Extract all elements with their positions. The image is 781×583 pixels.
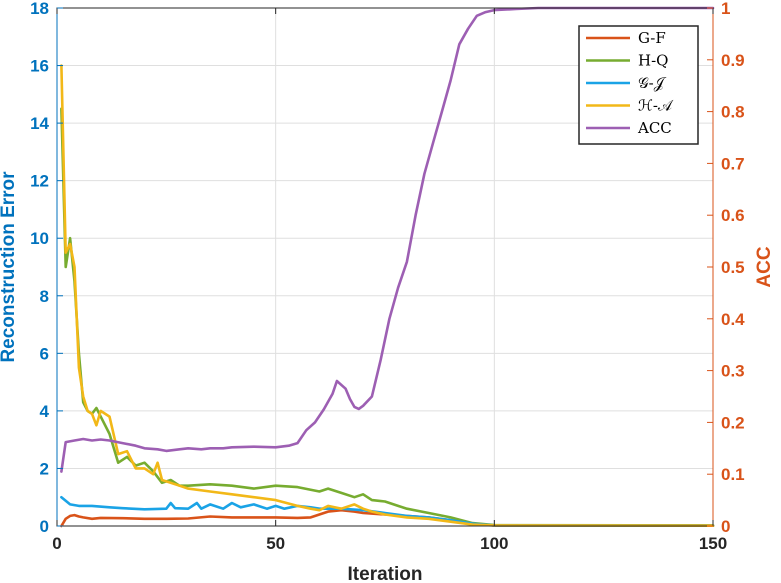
left-tick-label: 6: [40, 344, 49, 363]
left-tick-label: 12: [30, 172, 49, 191]
right-axis-label: ACC: [754, 246, 775, 287]
right-tick-label: 0.9: [721, 51, 745, 70]
left-axis-label: Reconstruction Error: [0, 171, 19, 363]
right-tick-label: 0: [721, 517, 730, 536]
left-tick-label: 4: [40, 402, 50, 421]
x-axis-ticks: 0 50 100 150: [52, 8, 727, 553]
legend-label: H-Q: [638, 52, 668, 70]
right-tick-label: 0.3: [721, 362, 745, 381]
left-tick-label: 8: [40, 287, 49, 306]
series-line-3: [60, 64, 715, 527]
legend-label: ℋ-𝒜: [638, 97, 674, 115]
legend-label: ACC: [637, 119, 672, 137]
x-tick-label: 100: [480, 534, 508, 553]
left-tick-label: 2: [40, 459, 49, 478]
x-tick-label: 0: [52, 534, 61, 553]
left-axis-ticks: 0 2 4 6 8 10 12 14 16 18: [30, 0, 63, 536]
right-tick-label: 0.4: [721, 310, 745, 329]
left-tick-label: 16: [30, 57, 49, 76]
series-lines: [60, 6, 715, 528]
legend-items: G-F H-Q 𝒢-𝒥 ℋ-𝒜 ACC: [586, 29, 674, 137]
series-line-4: [60, 6, 715, 473]
x-axis-label: Iteration: [348, 564, 423, 583]
x-tick-label: 50: [266, 534, 285, 553]
series-line-2: [60, 495, 715, 527]
right-axis-ticks: 0 0.1 0.2 0.3 0.4 0.5 0.6 0.7 0.8 0.9 1: [707, 0, 745, 536]
legend: G-F H-Q 𝒢-𝒥 ℋ-𝒜 ACC: [578, 25, 699, 145]
legend-label: 𝒢-𝒥: [638, 74, 667, 92]
x-tick-label: 150: [699, 534, 727, 553]
right-tick-label: 1: [721, 0, 730, 18]
left-tick-label: 18: [30, 0, 49, 18]
right-tick-label: 0.1: [721, 465, 745, 484]
left-tick-label: 0: [40, 517, 49, 536]
left-tick-label: 10: [30, 229, 49, 248]
right-tick-label: 0.5: [721, 258, 745, 277]
legend-label: G-F: [638, 29, 666, 47]
left-tick-label: 14: [30, 114, 49, 133]
legend-box: [578, 25, 699, 145]
right-tick-label: 0.8: [721, 103, 745, 122]
right-tick-label: 0.6: [721, 206, 745, 225]
right-tick-label: 0.2: [721, 413, 745, 432]
right-tick-label: 0.7: [721, 154, 745, 173]
